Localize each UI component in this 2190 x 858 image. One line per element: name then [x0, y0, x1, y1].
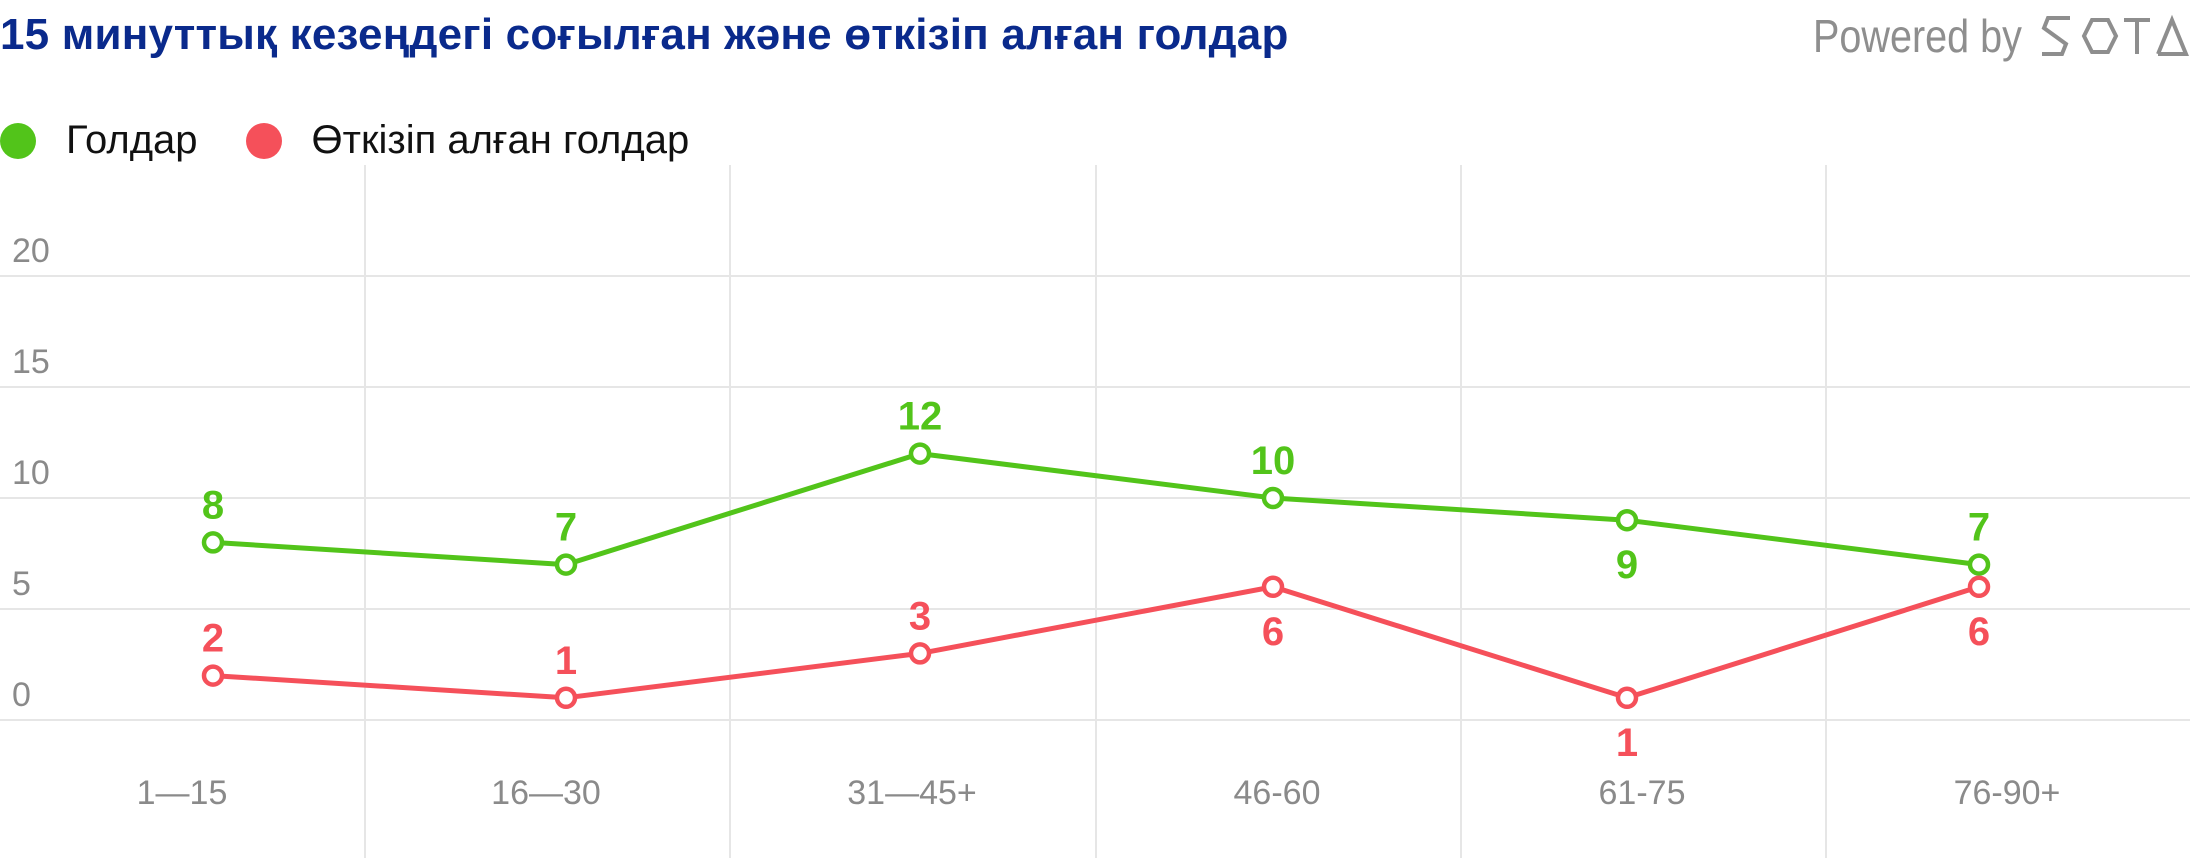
powered-by-badge: Powered by [1779, 6, 2190, 66]
goals-point-2 [554, 553, 578, 576]
x-tick-label-4: 46-60 [1234, 774, 1321, 812]
y-tick-label-10: 10 [12, 454, 50, 492]
y-tick-label-15: 15 [12, 343, 50, 381]
x-tick-label-1: 1—15 [137, 774, 228, 812]
goals-data-label-3: 12 [898, 395, 943, 439]
sota-logo-icon [2041, 14, 2189, 56]
x-tick-label-6: 76-90+ [1954, 774, 2061, 812]
y-tick-label-0: 0 [12, 676, 31, 714]
legend-item-goals: Голдар [0, 118, 198, 163]
x-tick-label-5: 61-75 [1599, 774, 1686, 812]
goals-series-line [210, 451, 1982, 568]
goals-data-label-6: 7 [1968, 506, 1990, 550]
conceded-point-1 [201, 664, 225, 687]
powered-by-text: Powered by [1813, 10, 2022, 62]
legend-goals-marker-icon [0, 122, 36, 159]
goals-data-label-5: 9 [1616, 543, 1638, 587]
legend-conceded-marker-icon [245, 122, 282, 159]
conceded-data-label-4: 6 [1262, 610, 1284, 654]
legend: Голдар Өткізіп алған голдар [0, 118, 737, 163]
series-layer [201, 442, 1991, 710]
conceded-point-5 [1615, 686, 1639, 710]
conceded-series-line [210, 584, 1982, 701]
goals-point-3 [908, 442, 932, 465]
conceded-point-2 [554, 686, 578, 710]
conceded-data-label-6: 6 [1968, 610, 1990, 654]
goals-point-5 [1615, 508, 1639, 532]
goals-data-label-2: 7 [555, 506, 577, 550]
legend-item-conceded: Өткізіп алған голдар [245, 118, 690, 163]
conceded-data-label-3: 3 [909, 594, 931, 638]
conceded-data-label-2: 1 [555, 639, 577, 683]
conceded-point-4 [1261, 575, 1285, 599]
goals-data-label-1: 8 [202, 483, 224, 527]
conceded-data-label-5: 1 [1616, 721, 1638, 765]
chart-title: 15 минуттық кезеңдегі соғылған және өткі… [0, 10, 1289, 59]
goals-point-4 [1261, 486, 1285, 510]
conceded-point-3 [908, 642, 932, 665]
goals-data-label-4: 10 [1251, 439, 1296, 483]
goals-point-6 [1967, 553, 1991, 576]
conceded-data-label-1: 2 [202, 617, 224, 661]
goals-point-1 [201, 531, 225, 554]
x-tick-label-2: 16—30 [491, 774, 601, 812]
legend-conceded-label: Өткізіп алған голдар [311, 118, 690, 162]
legend-goals-label: Голдар [66, 118, 198, 162]
y-tick-label-20: 20 [12, 232, 50, 270]
x-tick-label-3: 31—45+ [847, 774, 977, 812]
y-tick-label-5: 5 [12, 565, 31, 603]
grid: 0 5 10 15 20 1—15 16—30 31—45+ 46-60 61-75 76-90+ [0, 165, 2190, 858]
conceded-point-6 [1967, 575, 1991, 599]
labels-layer: 8 7 12 10 9 7 2 1 3 6 1 6 [202, 395, 1990, 765]
